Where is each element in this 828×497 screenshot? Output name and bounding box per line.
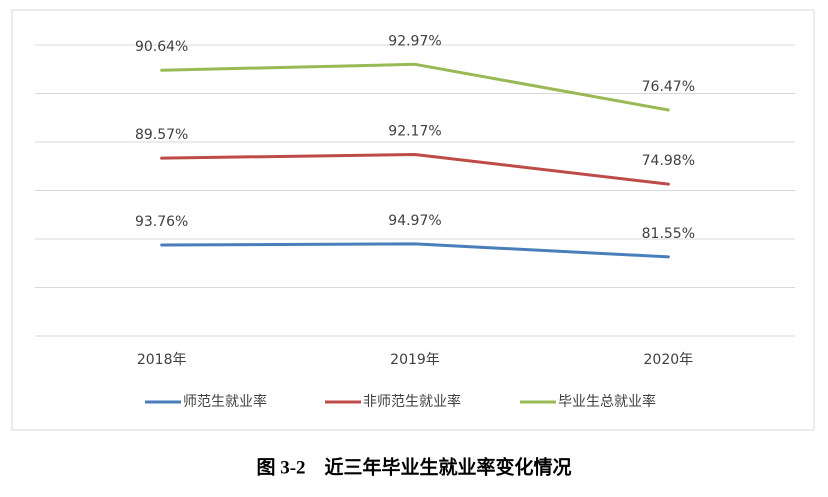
data-label: 81.55% [642,226,695,242]
legend-label: 毕业生总就业率 [558,393,656,410]
data-label: 92.17% [388,123,441,139]
legend-label: 师范生就业率 [183,393,267,410]
x-tick-label: 2018年 [137,352,187,368]
data-label: 76.47% [642,79,695,95]
data-label: 93.76% [135,214,188,230]
data-line [160,242,670,259]
figure-caption: 图 3-2 近三年毕业生就业率变化情况 [256,455,571,478]
data-label: 74.98% [642,153,695,169]
legend-label: 非师范生就业率 [363,393,461,410]
data-line [160,62,670,112]
data-label: 92.97% [388,33,441,49]
data-line [160,152,670,186]
data-label: 89.57% [135,127,188,143]
chart-frame [11,9,815,431]
data-label: 90.64% [135,39,188,55]
data-label: 94.97% [388,213,441,229]
x-tick-label: 2019年 [390,352,440,368]
x-tick-label: 2020年 [644,352,694,368]
